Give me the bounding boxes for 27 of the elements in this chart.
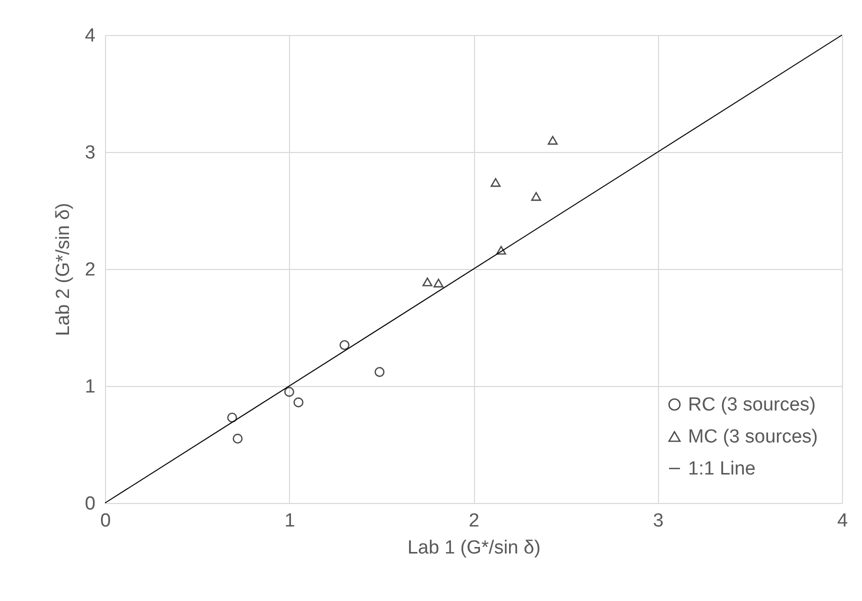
y-tick-label: 0	[84, 494, 96, 514]
legend-label: 1:1 Line	[688, 458, 756, 480]
point	[490, 178, 501, 187]
point	[293, 397, 304, 408]
legend-label: MC (3 sources)	[688, 426, 818, 448]
point	[284, 386, 294, 397]
point	[374, 366, 385, 377]
y-axis-title: Lab 2 (G*/sin δ)	[52, 202, 74, 336]
point	[232, 434, 243, 444]
y-tick-label: 3	[84, 142, 96, 164]
x-tick-label: 2	[468, 510, 480, 532]
x-axis-title: Lab 1 (G*/sin δ)	[407, 538, 541, 558]
x-tick-label: 3	[652, 510, 664, 532]
point	[227, 412, 238, 423]
y-tick-label: 4	[84, 26, 96, 46]
x-tick-label: 1	[284, 510, 296, 532]
point	[548, 136, 558, 145]
y-tick-label: 2	[84, 260, 96, 280]
point	[531, 192, 542, 201]
point	[340, 340, 350, 350]
point	[496, 246, 506, 255]
y-tick-label: 1	[84, 376, 96, 398]
legend-label: RC (3 sources)	[688, 394, 816, 416]
point	[422, 277, 432, 286]
x-tick-label: 4	[837, 510, 848, 532]
point	[434, 278, 444, 288]
x-tick-label: 0	[100, 510, 111, 532]
